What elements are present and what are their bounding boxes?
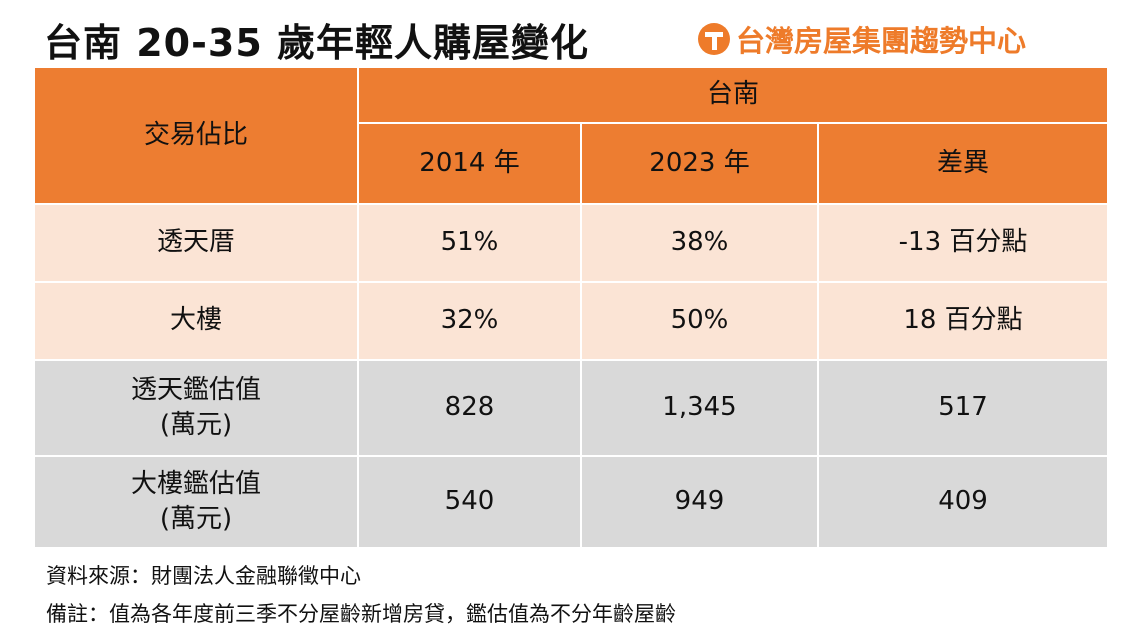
- group-header: 台南: [356, 66, 1110, 124]
- row-label: 透天鑑估值 (萬元): [33, 359, 359, 457]
- column-header: 2023 年: [580, 122, 819, 205]
- footnote: 備註：值為各年度前三季不分屋齡新增房貸，鑑估值為不分年齡屋齡: [46, 602, 676, 626]
- row-label: 大樓: [33, 281, 359, 361]
- row-label-unit: (萬元): [159, 504, 233, 534]
- row-label-unit: (萬元): [159, 410, 233, 440]
- cell: 540: [357, 455, 582, 549]
- table-row: 大樓 32% 50% 18 百分點: [33, 281, 1110, 361]
- cell: 50%: [580, 281, 819, 361]
- brand-logo: 台灣房屋集團趨勢中心: [698, 18, 1026, 60]
- column-header: 差異: [816, 122, 1110, 205]
- cell: 409: [816, 455, 1110, 549]
- row-label-main: 大樓鑑估值: [130, 468, 261, 499]
- table-row: 大樓鑑估值 (萬元) 540 949 409: [33, 455, 1110, 549]
- corner-header: 交易佔比: [33, 66, 359, 205]
- cell: 517: [816, 359, 1110, 457]
- row-label: 透天厝: [33, 203, 359, 283]
- cell: 1,345: [580, 359, 819, 457]
- table-row: 透天鑑估值 (萬元) 828 1,345 517: [33, 359, 1110, 457]
- brand-name: 台灣房屋集團趨勢中心: [736, 24, 1027, 58]
- cell: 51%: [357, 203, 582, 283]
- source-note: 資料來源：財團法人金融聯徵中心: [46, 564, 361, 588]
- cell: 828: [357, 359, 582, 457]
- comparison-table: 交易佔比 台南 2014 年 2023 年 差異 透天厝 51% 38% -13…: [33, 66, 1110, 549]
- cell: -13 百分點: [816, 203, 1110, 283]
- cell: 949: [580, 455, 819, 549]
- page-title: 台南 20-35 歲年輕人購屋變化: [44, 21, 589, 65]
- cell: 32%: [357, 281, 582, 361]
- cell: 18 百分點: [816, 281, 1110, 361]
- row-label-main: 透天鑑估值: [130, 374, 261, 405]
- cell: 38%: [580, 203, 819, 283]
- taiwan-realty-logo-icon: [698, 23, 730, 55]
- row-label: 大樓鑑估值 (萬元): [33, 455, 359, 549]
- table-row: 透天厝 51% 38% -13 百分點: [33, 203, 1110, 283]
- column-header: 2014 年: [357, 122, 582, 205]
